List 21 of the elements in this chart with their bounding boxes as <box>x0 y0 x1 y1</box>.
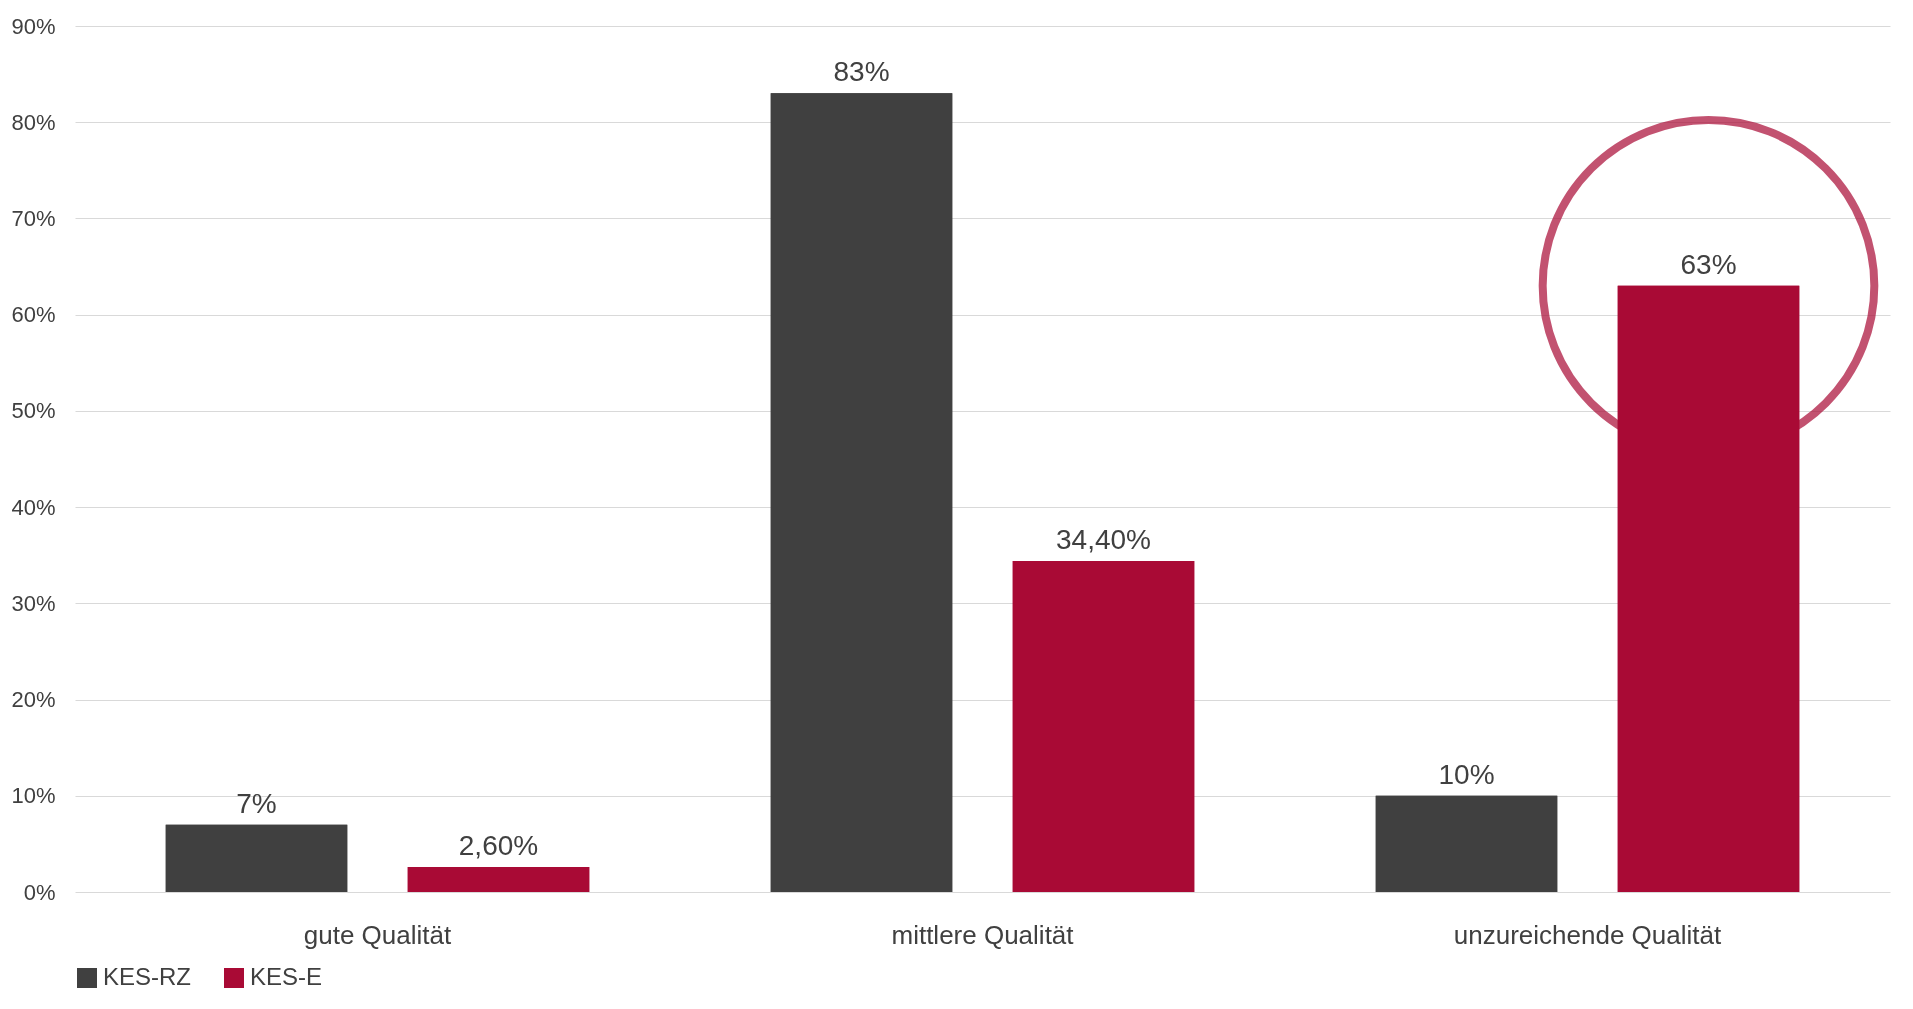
legend-label: KES-E <box>250 963 323 990</box>
data-label: 10% <box>1438 758 1495 790</box>
legend-label: KES-RZ <box>103 963 192 990</box>
y-tick-label: 20% <box>11 687 56 713</box>
data-label: 2,60% <box>458 829 539 861</box>
x-tick-label: mittlere Qualität <box>891 919 1075 950</box>
y-tick-label: 30% <box>11 590 56 616</box>
y-tick-label: 70% <box>11 205 56 231</box>
x-tick-label: gute Qualität <box>303 919 452 950</box>
x-tick-label: unzureichende Qualität <box>1453 919 1722 950</box>
y-tick-label: 60% <box>11 302 56 328</box>
y-tick-label: 10% <box>11 783 56 809</box>
data-label: 34,40% <box>1056 524 1151 555</box>
y-tick-label: 0% <box>23 879 56 905</box>
data-label: 63% <box>1680 248 1737 280</box>
y-tick-label: 50% <box>11 398 56 424</box>
data-label: 7% <box>236 787 277 819</box>
y-tick-label: 40% <box>11 494 56 520</box>
y-tick-label: 80% <box>11 109 56 135</box>
data-label: 83% <box>833 56 890 88</box>
y-tick-label: 90% <box>11 13 56 39</box>
